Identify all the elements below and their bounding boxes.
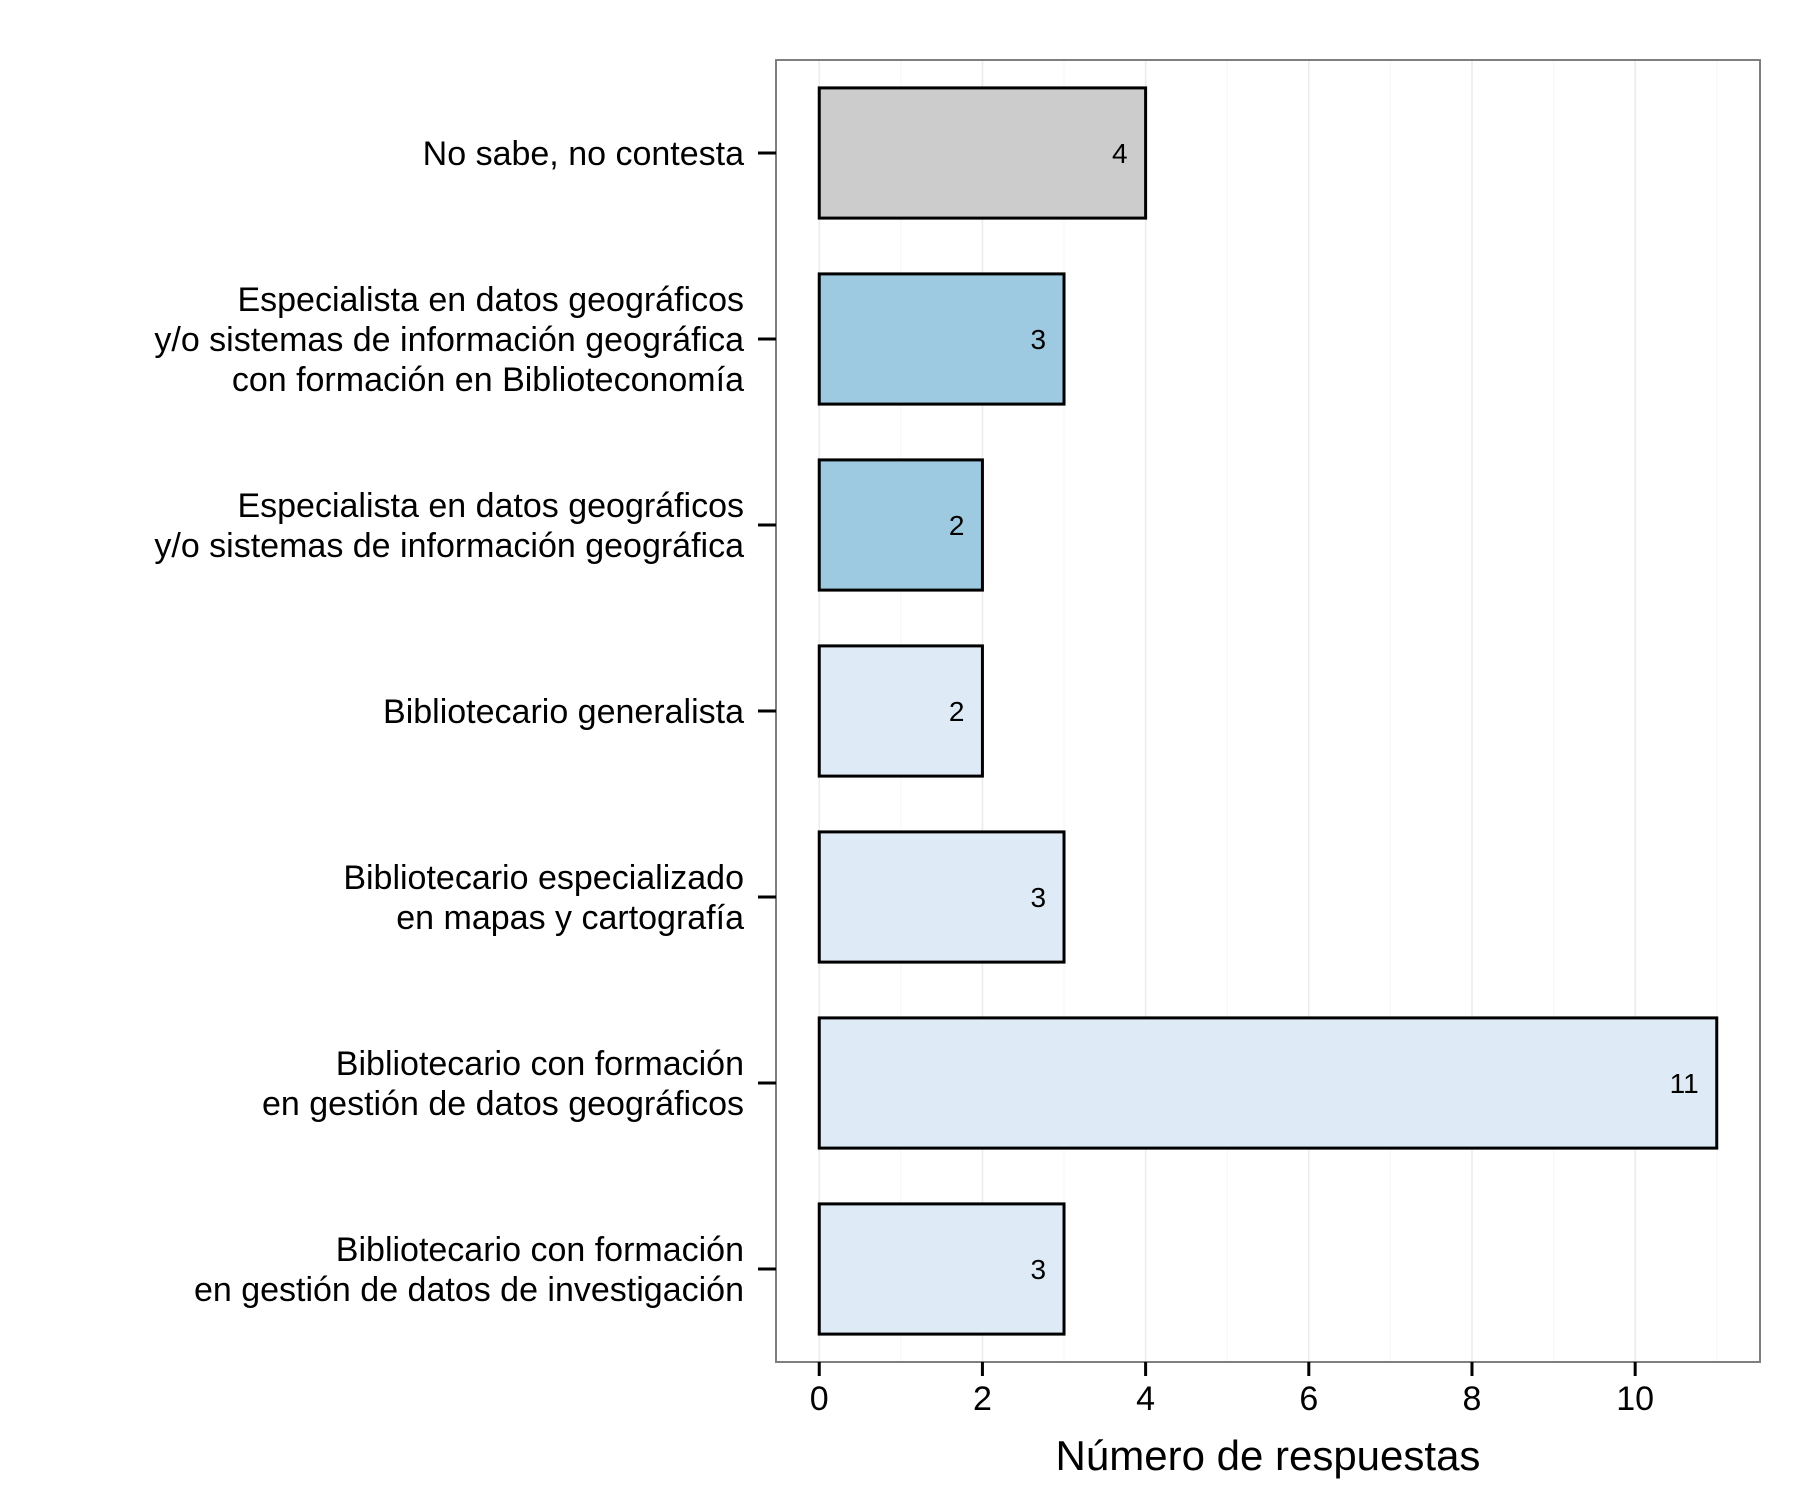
y-tick-label-line: Bibliotecario generalista	[383, 693, 744, 731]
bar-value-label-2: 2	[949, 510, 965, 541]
y-tick-label-5: Bibliotecario con formación en gestión de…	[262, 1045, 744, 1123]
x-tick-label-10: 10	[1616, 1380, 1654, 1418]
bar-2	[817, 458, 984, 592]
x-tick-label-2: 2	[973, 1380, 992, 1418]
bar-3	[817, 644, 984, 778]
bar-value-label-6: 3	[1030, 1254, 1046, 1285]
x-tick-label-6: 6	[1299, 1380, 1318, 1418]
y-axis: No sabe, no contesta Especialista en dato…	[154, 135, 776, 1309]
y-tick-label-line: Bibliotecario con formación	[336, 1045, 744, 1083]
y-tick-label-6: Bibliotecario con formación en gestión de…	[194, 1231, 744, 1309]
y-tick-label-1: Especialista en datos geográficos y/o sis…	[154, 281, 744, 399]
y-tick-label-line: y/o sistemas de información geográfica	[154, 527, 744, 565]
y-tick-label-4: Bibliotecario especializado en mapas y ca…	[343, 859, 744, 937]
bar-5	[817, 1016, 1719, 1150]
x-tick-label-4: 4	[1136, 1380, 1155, 1418]
y-tick-label-line: Bibliotecario especializado	[343, 859, 744, 897]
bar-labels: 4 3 2 2 3 11 3	[949, 138, 1699, 1285]
y-tick-label-line: en mapas y cartografía	[396, 899, 744, 937]
y-tick-label-line: No sabe, no contesta	[423, 135, 744, 173]
bars	[817, 86, 1719, 1336]
x-tick-label-0: 0	[810, 1380, 829, 1418]
bar-6	[817, 1202, 1066, 1336]
x-axis-title: Número de respuestas	[1056, 1432, 1481, 1479]
y-tick-label-2: Especialista en datos geográficos y/o sis…	[154, 487, 744, 565]
y-tick-label-3: Bibliotecario generalista	[383, 693, 744, 731]
bar-value-label-1: 3	[1030, 324, 1046, 355]
bar-value-label-0: 4	[1112, 138, 1128, 169]
bar-0	[817, 86, 1148, 220]
y-tick-label-line: Especialista en datos geográficos	[237, 487, 744, 525]
bar-4	[817, 830, 1066, 964]
bar-1	[817, 272, 1066, 406]
y-tick-label-line: Bibliotecario con formación	[336, 1231, 744, 1269]
bar-value-label-3: 2	[949, 696, 965, 727]
y-tick-label-line: en gestión de datos de investigación	[194, 1271, 744, 1309]
y-tick-label-line: y/o sistemas de información geográfica	[154, 321, 744, 359]
y-tick-label-line: en gestión de datos geográficos	[262, 1085, 744, 1123]
y-tick-label-line: con formación en Biblioteconomía	[232, 361, 744, 399]
y-tick-label-line: Especialista en datos geográficos	[237, 281, 744, 319]
x-tick-label-8: 8	[1463, 1380, 1482, 1418]
bar-value-label-5: 11	[1670, 1068, 1699, 1099]
bar-value-label-4: 3	[1030, 882, 1046, 913]
y-tick-label-0: No sabe, no contesta	[423, 135, 744, 173]
x-axis: 0 2 4 6 8 10	[810, 1362, 1654, 1418]
